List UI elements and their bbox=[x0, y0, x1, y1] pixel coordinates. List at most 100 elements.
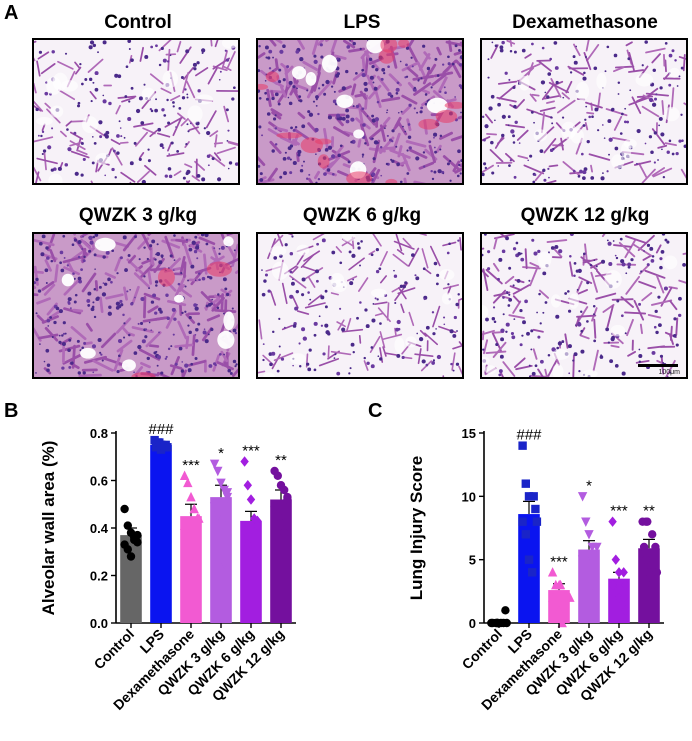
cell-nucleus bbox=[265, 97, 269, 101]
cell-nucleus bbox=[626, 120, 630, 124]
cell-nucleus bbox=[59, 250, 64, 255]
c-data-point bbox=[587, 555, 598, 565]
cell-nucleus bbox=[278, 80, 282, 84]
cell-nucleus bbox=[258, 45, 261, 48]
tissue-septum bbox=[167, 141, 173, 152]
cell-nucleus bbox=[97, 51, 99, 54]
micrograph-dexamethasone bbox=[480, 38, 688, 185]
cell-nucleus bbox=[292, 324, 297, 328]
cell-nucleus bbox=[361, 73, 366, 78]
cell-nucleus bbox=[321, 83, 325, 87]
cell-nucleus bbox=[80, 142, 84, 145]
cell-nucleus bbox=[348, 372, 351, 375]
cell-nucleus bbox=[561, 340, 565, 344]
cell-nucleus bbox=[222, 277, 227, 282]
cell-nucleus bbox=[608, 261, 613, 266]
c-significance-3: * bbox=[586, 477, 592, 494]
tissue-septum bbox=[214, 40, 219, 48]
cell-nucleus bbox=[619, 237, 623, 241]
tissue-septum bbox=[110, 138, 121, 145]
tissue-septum bbox=[381, 96, 401, 103]
cell-nucleus bbox=[330, 85, 334, 88]
cell-nucleus bbox=[81, 346, 85, 350]
tissue-septum bbox=[142, 127, 156, 135]
tissue-septum bbox=[490, 44, 499, 59]
cell-nucleus bbox=[431, 361, 435, 365]
tissue-septum bbox=[180, 117, 189, 127]
cell-nucleus bbox=[299, 365, 302, 368]
cell-nucleus bbox=[638, 302, 642, 306]
tissue-septum bbox=[71, 344, 76, 369]
cell-nucleus bbox=[156, 364, 159, 367]
b-category-label-0: Control bbox=[91, 626, 138, 673]
cell-nucleus bbox=[387, 65, 390, 68]
b-data-point bbox=[273, 471, 282, 480]
tissue-septum bbox=[419, 329, 427, 337]
cell-nucleus bbox=[360, 240, 363, 243]
cell-nucleus bbox=[538, 292, 541, 296]
tissue-septum bbox=[371, 168, 381, 183]
tissue-septum bbox=[538, 289, 549, 299]
tissue-septum bbox=[445, 40, 462, 47]
cell-nucleus bbox=[73, 238, 78, 242]
tissue-septum bbox=[656, 359, 664, 365]
tissue-septum bbox=[188, 119, 201, 135]
cell-nucleus bbox=[417, 79, 420, 82]
tissue-septum bbox=[79, 234, 89, 239]
b-data-point bbox=[246, 494, 256, 505]
cell-nucleus bbox=[220, 245, 225, 250]
tissue-septum bbox=[502, 361, 516, 377]
cell-nucleus bbox=[291, 235, 294, 238]
cell-nucleus bbox=[126, 290, 129, 293]
cell-nucleus bbox=[271, 149, 275, 153]
airspace bbox=[82, 116, 98, 134]
tissue-septum bbox=[234, 269, 238, 274]
cell-nucleus bbox=[371, 172, 376, 177]
cell-nucleus bbox=[368, 57, 373, 62]
cell-nucleus bbox=[274, 143, 278, 146]
cell-nucleus bbox=[593, 339, 597, 343]
cell-nucleus bbox=[138, 258, 141, 261]
cell-nucleus bbox=[94, 87, 99, 92]
tissue-septum bbox=[198, 236, 216, 246]
cell-nucleus bbox=[162, 146, 165, 150]
tissue-septum bbox=[177, 112, 186, 120]
tissue-septum bbox=[54, 264, 59, 283]
cell-nucleus bbox=[457, 293, 460, 296]
tissue-septum bbox=[63, 266, 80, 276]
tissue-septum bbox=[69, 140, 86, 151]
c-data-point bbox=[532, 517, 542, 526]
cell-nucleus bbox=[315, 153, 317, 155]
cell-nucleus bbox=[156, 252, 161, 257]
cell-nucleus bbox=[102, 255, 106, 259]
cell-nucleus bbox=[561, 116, 565, 119]
cell-nucleus bbox=[313, 368, 317, 372]
cell-nucleus bbox=[537, 249, 541, 254]
cell-nucleus bbox=[97, 337, 102, 343]
tissue-septum bbox=[611, 298, 634, 301]
cell-nucleus bbox=[411, 253, 415, 257]
tissue-septum bbox=[101, 356, 124, 366]
b-data-point bbox=[133, 530, 142, 540]
cell-nucleus bbox=[292, 128, 296, 132]
cell-nucleus bbox=[297, 149, 302, 154]
tissue-septum bbox=[494, 135, 504, 149]
tissue-septum bbox=[267, 167, 278, 182]
cell-nucleus bbox=[45, 348, 50, 353]
tissue-septum bbox=[334, 145, 345, 157]
cell-nucleus bbox=[370, 364, 375, 369]
cell-nucleus bbox=[305, 177, 309, 180]
tissue-septum bbox=[624, 239, 637, 259]
tissue-septum bbox=[145, 331, 162, 348]
cell-nucleus bbox=[64, 332, 67, 335]
cell-nucleus bbox=[405, 63, 408, 67]
cell-nucleus bbox=[196, 257, 199, 260]
cell-nucleus bbox=[586, 320, 589, 323]
cell-nucleus bbox=[450, 362, 453, 366]
cell-nucleus bbox=[345, 114, 350, 119]
cell-nucleus bbox=[668, 139, 672, 143]
cell-nucleus bbox=[606, 170, 609, 173]
tissue-septum bbox=[201, 327, 213, 342]
cell-nucleus bbox=[173, 317, 177, 321]
cell-nucleus bbox=[278, 345, 281, 348]
